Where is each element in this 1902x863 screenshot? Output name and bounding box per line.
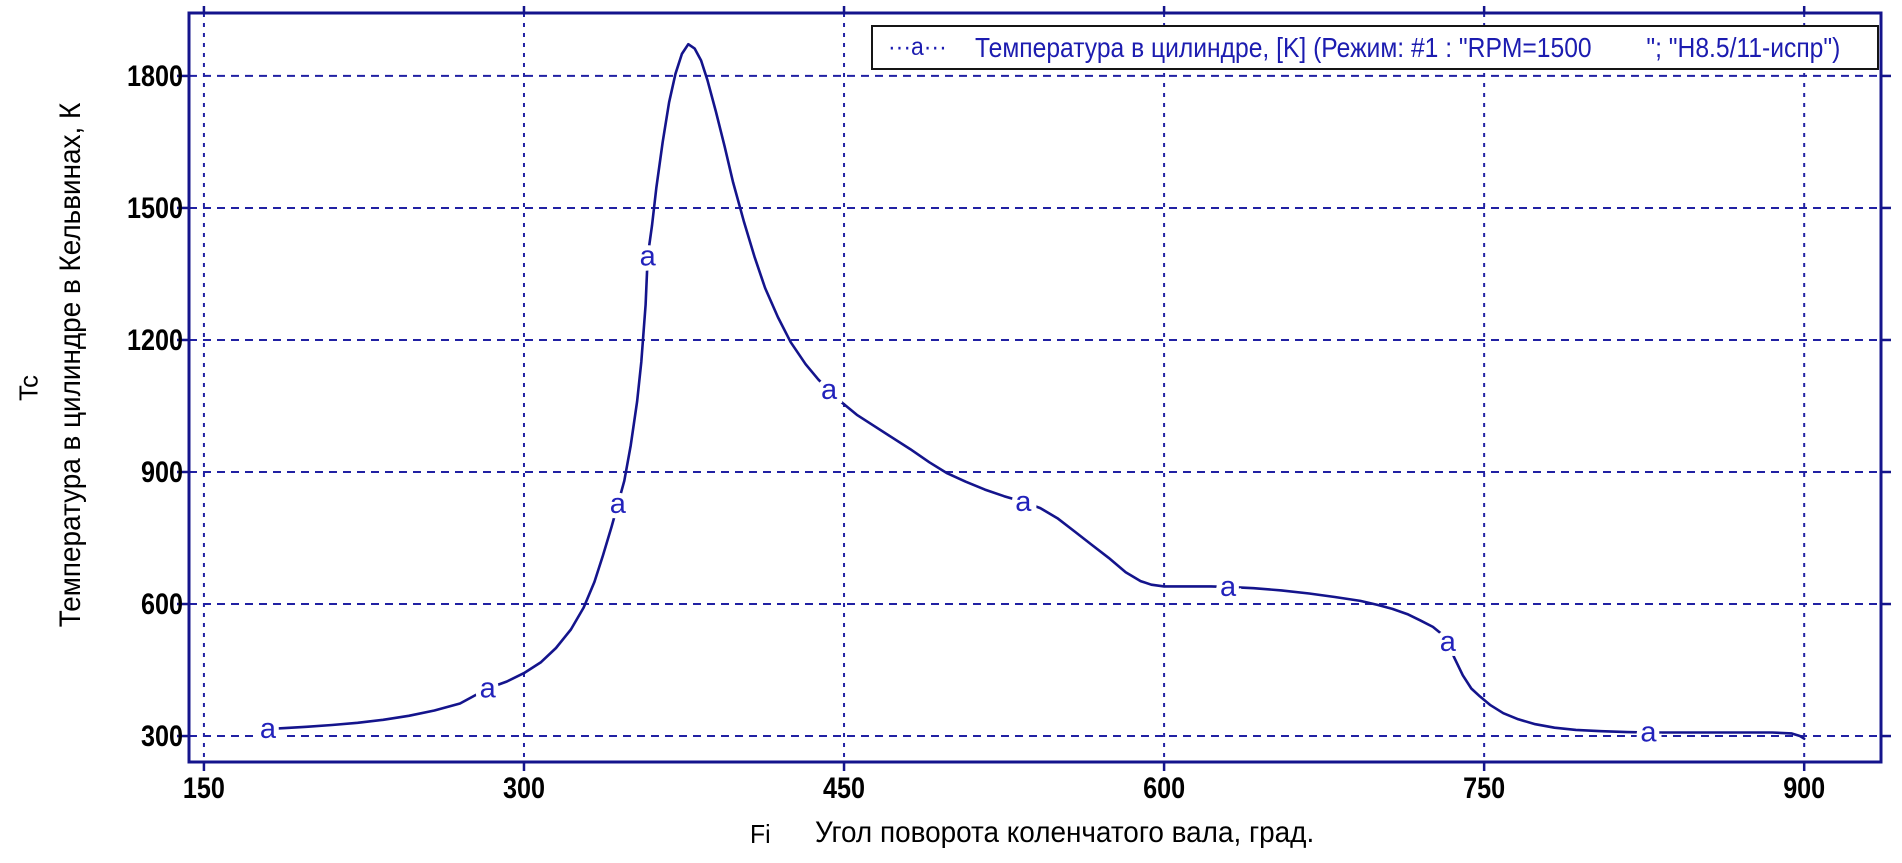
legend-series-label: Температура в цилиндре, [K] (Режим: #1 :… (974, 31, 1841, 63)
series-marker: a (640, 240, 657, 272)
y-tick-label: 900 (141, 456, 183, 489)
y-tick-label: 1200 (127, 324, 183, 357)
y-tick-label: 1500 (127, 192, 183, 225)
y-tick-label: 600 (141, 588, 183, 621)
x-tick-label: 600 (1143, 772, 1185, 805)
legend-series-marker: ···a··· (888, 33, 947, 61)
series-marker: a (821, 374, 838, 406)
y-axis-symbol: Tc (13, 375, 44, 401)
series-marker: a (1015, 486, 1032, 518)
x-tick-label: 300 (503, 772, 545, 805)
y-tick-label: 1800 (127, 60, 183, 93)
series-marker: a (610, 488, 627, 520)
series-marker: a (260, 713, 277, 745)
legend[interactable]: ···a··· Температура в цилиндре, [K] (Реж… (871, 25, 1879, 70)
series-marker: a (1220, 571, 1237, 603)
y-axis-label: Температура в цилиндре в Кельвинах, К (54, 102, 87, 628)
temperature-curve[interactable] (266, 42, 1806, 740)
x-axis-symbol: Fi (750, 819, 771, 849)
x-axis-label: Угол поворота коленчатого вала, град. (815, 816, 1315, 849)
y-tick-label: 300 (141, 720, 183, 753)
x-tick-label: 450 (823, 772, 865, 805)
x-tick-label: 900 (1783, 772, 1825, 805)
series-marker: a (480, 673, 497, 705)
plot-border (187, 11, 1883, 764)
x-tick-label: 750 (1463, 772, 1505, 805)
series-marker: a (1440, 626, 1457, 658)
x-tick-label: 150 (183, 772, 225, 805)
plot-area[interactable] (189, 13, 1881, 762)
series-marker: a (1640, 717, 1657, 749)
